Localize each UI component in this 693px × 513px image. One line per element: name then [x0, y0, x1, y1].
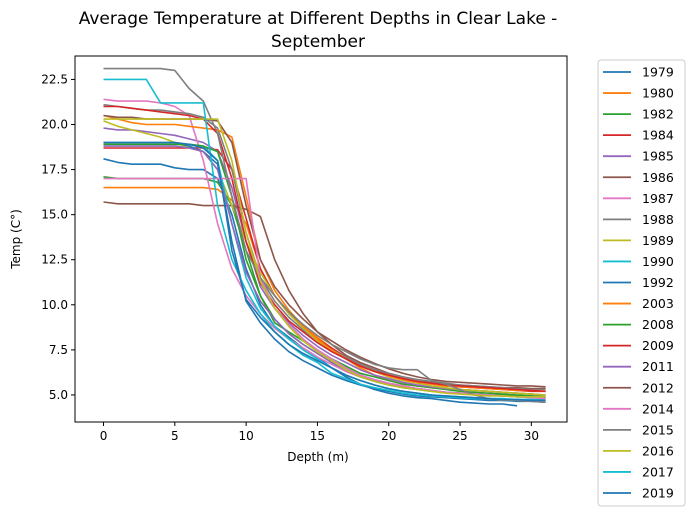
x-tick-label: 30 — [524, 429, 539, 443]
legend-label-2015: 2015 — [642, 422, 674, 437]
legend-label-1982: 1982 — [642, 107, 674, 122]
y-tick-label: 7.5 — [49, 343, 68, 357]
series-line-2017 — [103, 78, 546, 402]
y-tick-label: 12.5 — [41, 253, 68, 267]
y-tick-label: 20.0 — [41, 118, 68, 132]
chart-title-line-1: Average Temperature at Different Depths … — [79, 9, 558, 29]
legend-label-2019: 2019 — [642, 486, 674, 501]
x-tick-label: 0 — [100, 429, 108, 443]
legend-label-2003: 2003 — [642, 296, 674, 311]
x-tick-label: 25 — [452, 429, 467, 443]
x-tick-label: 10 — [238, 429, 253, 443]
y-tick-label: 15.0 — [41, 208, 68, 222]
legend-label-1989: 1989 — [642, 233, 674, 248]
series-line-2003 — [103, 114, 546, 393]
y-tick-label: 17.5 — [41, 163, 68, 177]
y-tick-label: 22.5 — [41, 72, 68, 86]
legend-label-2014: 2014 — [642, 401, 674, 416]
y-tick-label: 5.0 — [49, 388, 68, 402]
y-tick-label: 10.0 — [41, 298, 68, 312]
y-axis-label: Temp (C°) — [9, 209, 23, 270]
series-line-1979 — [103, 158, 518, 407]
legend-label-1984: 1984 — [642, 128, 674, 143]
legend-label-2016: 2016 — [642, 443, 674, 458]
series-line-2014 — [103, 177, 546, 400]
x-tick-label: 20 — [381, 429, 396, 443]
x-axis: 0 5 10 15 20 25 30 — [100, 422, 539, 443]
legend-label-1992: 1992 — [642, 275, 674, 290]
legend-label-1987: 1987 — [642, 191, 674, 206]
legend-label-2008: 2008 — [642, 317, 674, 332]
legend-label-1988: 1988 — [642, 212, 674, 227]
legend-label-1980: 1980 — [642, 86, 674, 101]
series-line-2009 — [103, 105, 546, 393]
plot-lines — [103, 67, 546, 407]
legend: 1979 1980 1982 1984 1985 1986 1987 1988 1989 1990… — [597, 59, 686, 507]
legend-label-2011: 2011 — [642, 359, 674, 374]
legend-label-2012: 2012 — [642, 380, 674, 395]
x-axis-label: Depth (m) — [287, 450, 348, 464]
x-tick-label: 15 — [310, 429, 325, 443]
legend-label-1979: 1979 — [642, 65, 674, 80]
legend-label-2017: 2017 — [642, 464, 674, 479]
legend-label-1990: 1990 — [642, 254, 674, 269]
chart-title-line-2: September — [271, 32, 365, 52]
legend-frame — [597, 59, 686, 507]
y-axis: 5.0 7.5 10.0 12.5 15.0 17.5 20.0 22.5 — [41, 72, 75, 402]
series-line-2019 — [103, 141, 546, 402]
x-tick-label: 5 — [171, 429, 179, 443]
legend-label-1985: 1985 — [642, 149, 674, 164]
legend-label-2009: 2009 — [642, 338, 674, 353]
plot-frame — [74, 55, 568, 423]
legend-label-1986: 1986 — [642, 170, 674, 185]
series-line-2016 — [103, 118, 546, 398]
